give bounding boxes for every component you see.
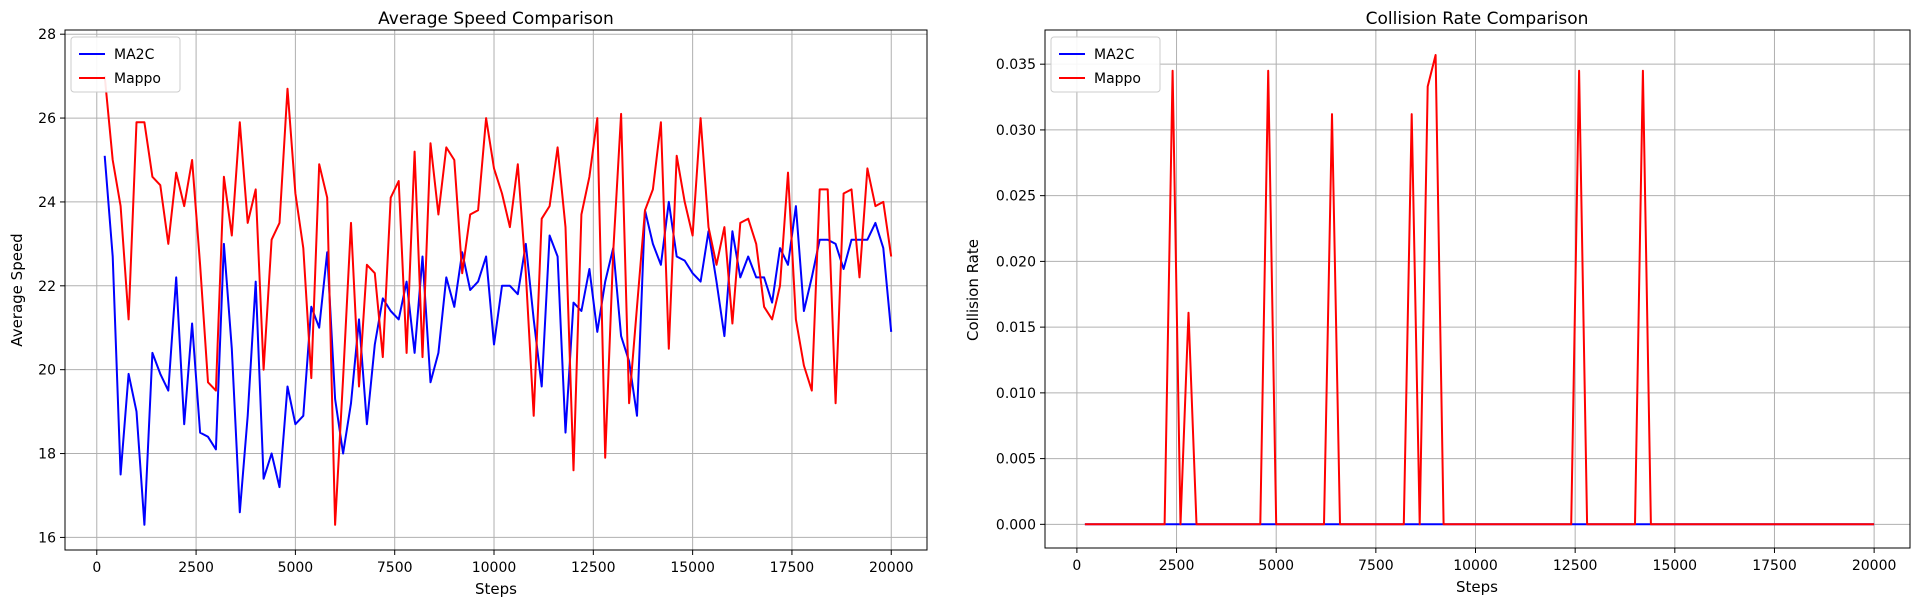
collision-chart-legend: MA2C Mappo — [1050, 36, 1161, 93]
collision-chart-ticks: 0 2500 5000 7500 10000 12500 15000 17500 20000 0.… — [996, 57, 1896, 574]
collision-chart-xlabel: Steps — [1456, 578, 1498, 596]
collision-chart-frame — [1044, 29, 1911, 549]
collision-ytick-label: 0.025 — [996, 189, 1036, 205]
speed-xtick-label: 7500 — [377, 560, 413, 576]
collision-xtick-label: 17500 — [1752, 558, 1797, 574]
collision-xtick-label: 2500 — [1159, 558, 1195, 574]
collision-chart-panel: Collision Rate Comparison 0 2500 5000 7500 1… — [964, 9, 1911, 596]
speed-chart-title: Average Speed Comparison — [378, 9, 614, 29]
collision-xtick-label: 10000 — [1453, 558, 1498, 574]
collision-ytick-label: 0.020 — [996, 254, 1036, 270]
collision-chart-ylabel: Collision Rate — [964, 239, 982, 341]
speed-xtick-label: 5000 — [278, 560, 314, 576]
speed-ytick-label: 28 — [38, 27, 56, 43]
collision-ytick-label: 0.005 — [996, 452, 1036, 468]
collision-xtick-label: 15000 — [1653, 558, 1698, 574]
speed-ytick-label: 16 — [38, 530, 56, 546]
speed-xtick-label: 0 — [92, 560, 101, 576]
speed-chart-grid — [65, 30, 927, 550]
collision-chart-series — [1084, 54, 1875, 526]
speed-chart-legend: MA2C Mappo — [70, 36, 181, 93]
speed-ytick-label: 20 — [38, 363, 56, 379]
speed-xtick-label: 20000 — [869, 560, 914, 576]
speed-xtick-label: 10000 — [472, 560, 517, 576]
collision-xtick-label: 5000 — [1258, 558, 1294, 574]
speed-chart-ticks: 0 2500 5000 7500 10000 12500 15000 17500 20000 16… — [38, 27, 913, 576]
collision-xtick-label: 20000 — [1852, 558, 1897, 574]
speed-xtick-label: 15000 — [670, 560, 715, 576]
speed-chart-frame — [64, 29, 928, 551]
collision-ytick-label: 0.010 — [996, 386, 1036, 402]
speed-xtick-label: 2500 — [178, 560, 214, 576]
speed-xtick-label: 12500 — [571, 560, 616, 576]
speed-legend-label-mappo: Mappo — [114, 71, 161, 87]
collision-series-line-mappo — [1084, 54, 1875, 526]
speed-chart-xlabel: Steps — [475, 580, 517, 598]
speed-chart-ylabel: Average Speed — [8, 233, 26, 346]
speed-series-line-mappo — [103, 76, 893, 526]
speed-ytick-label: 24 — [38, 195, 56, 211]
collision-xtick-label: 12500 — [1553, 558, 1598, 574]
speed-chart-panel: Average Speed Comparison 0 2500 5000 7500 10… — [8, 9, 928, 598]
collision-ytick-label: 0.035 — [996, 57, 1036, 73]
collision-ytick-label: 0.030 — [996, 123, 1036, 139]
speed-legend-label-ma2c: MA2C — [114, 47, 155, 63]
speed-xtick-label: 17500 — [770, 560, 815, 576]
collision-legend-label-ma2c: MA2C — [1094, 47, 1135, 63]
collision-chart-title: Collision Rate Comparison — [1366, 9, 1589, 29]
speed-ytick-label: 18 — [38, 447, 56, 463]
collision-xtick-label: 7500 — [1358, 558, 1394, 574]
speed-chart-series — [103, 76, 893, 526]
speed-ytick-label: 22 — [38, 279, 56, 295]
collision-legend-label-mappo: Mappo — [1094, 71, 1141, 87]
speed-ytick-label: 26 — [38, 111, 56, 127]
collision-xtick-label: 0 — [1072, 558, 1081, 574]
collision-ytick-label: 0.000 — [996, 517, 1036, 533]
collision-ytick-label: 0.015 — [996, 320, 1036, 336]
